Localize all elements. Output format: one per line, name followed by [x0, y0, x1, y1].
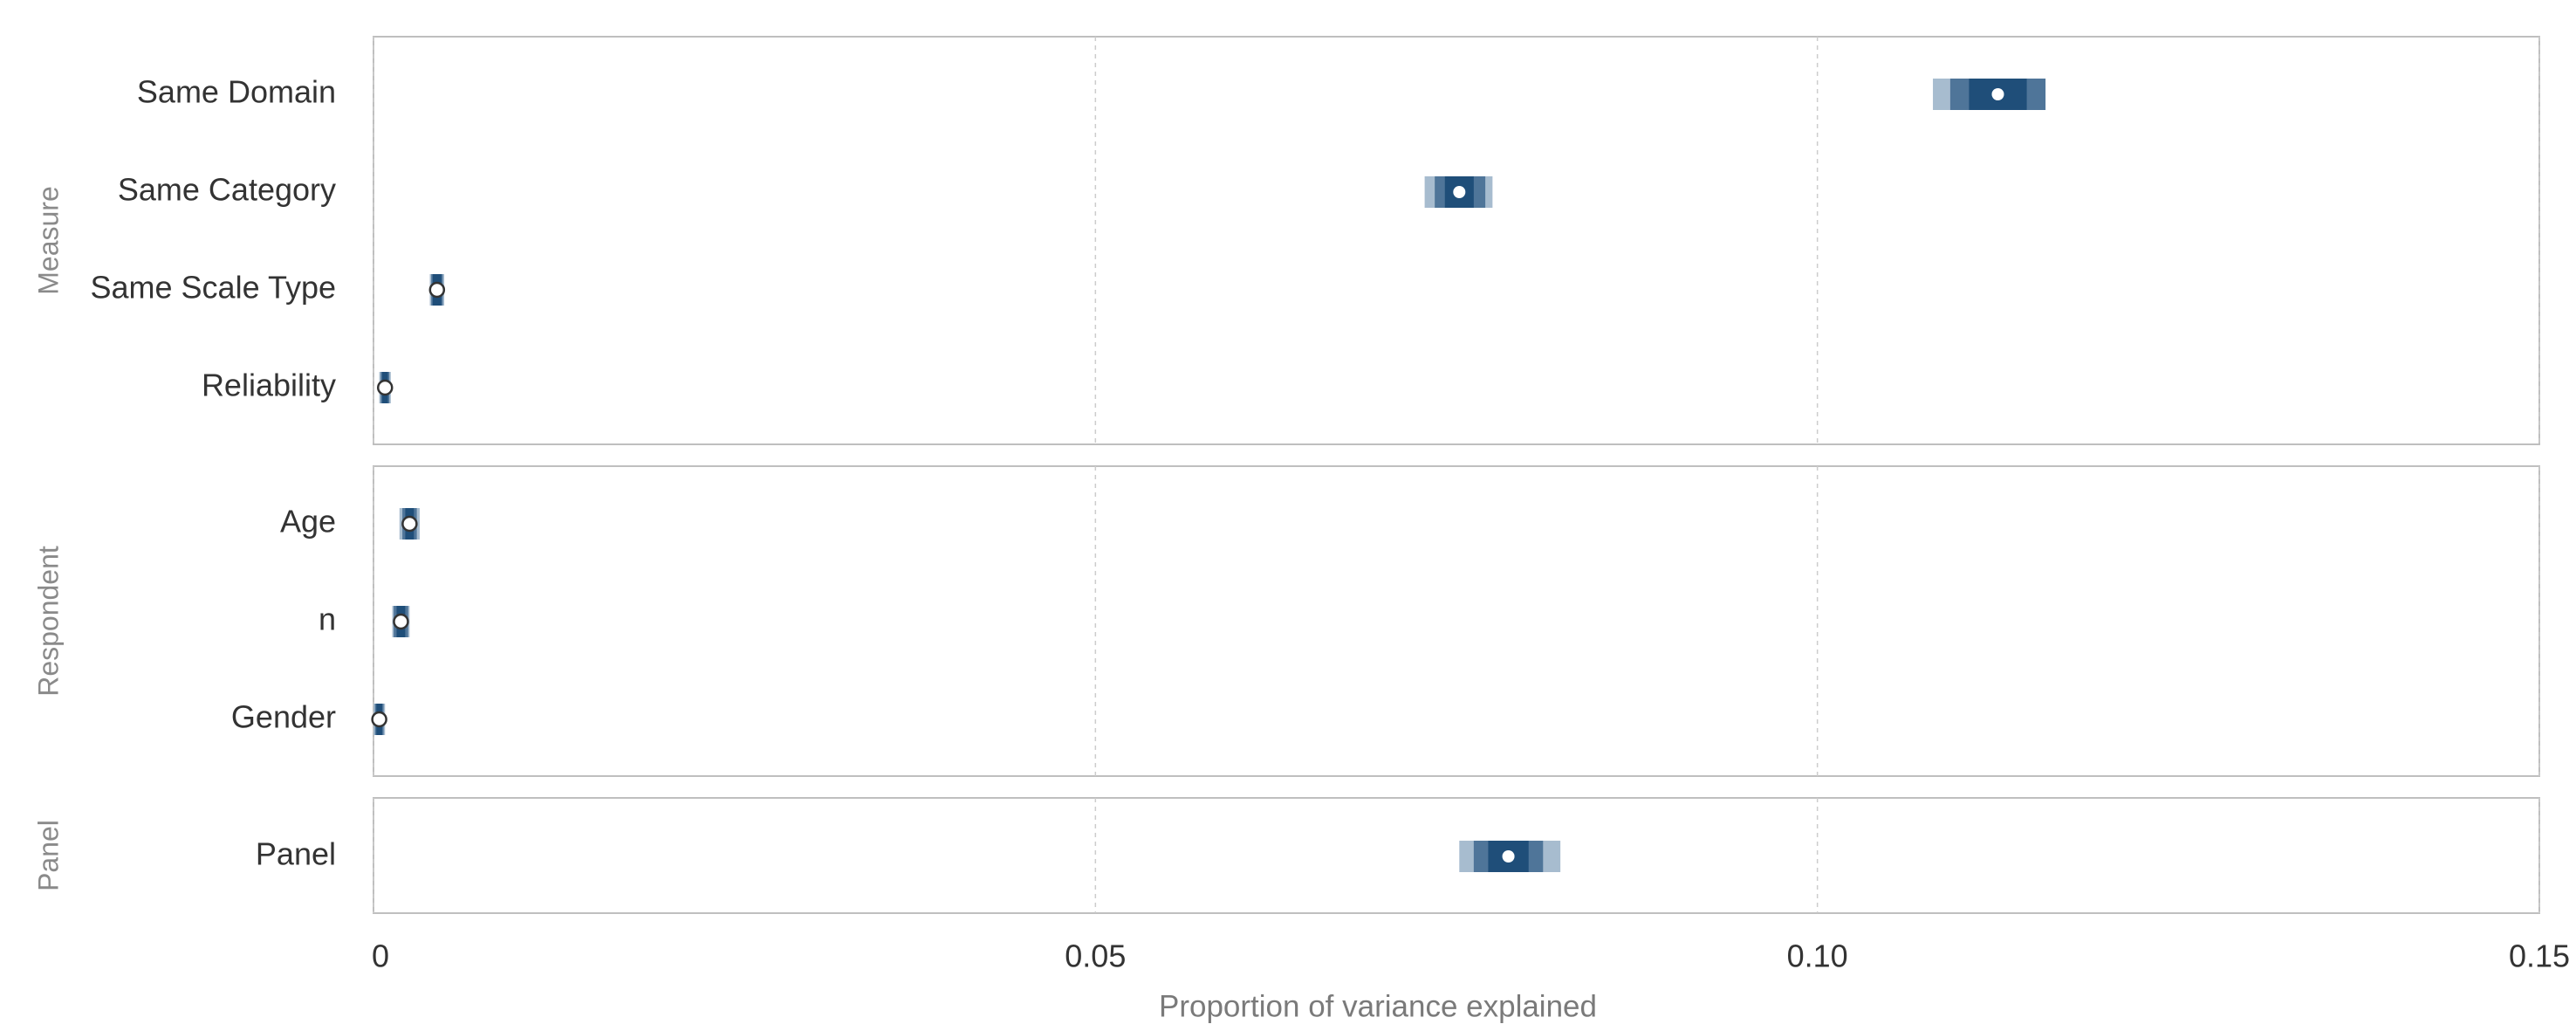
x-tick-label: 0: [372, 938, 389, 974]
row-label: Panel: [256, 836, 336, 872]
median-point: [1502, 850, 1515, 863]
row-label: n: [319, 601, 336, 637]
row-label: Same Scale Type: [91, 270, 337, 306]
median-point: [371, 711, 387, 728]
x-tick-label: 0.05: [1065, 938, 1126, 974]
median-point: [393, 613, 409, 630]
row-label: Age: [280, 504, 336, 540]
row-label: Same Category: [118, 172, 336, 208]
facet-label: Panel: [32, 820, 64, 891]
panel-frame: [373, 797, 2540, 914]
panel-frame: [373, 36, 2540, 445]
median-point: [401, 515, 418, 533]
row-label: Reliability: [202, 368, 336, 403]
x-axis-title: Proportion of variance explained: [1159, 989, 1597, 1023]
x-tick-label: 0.15: [2509, 938, 2570, 974]
row-label: Same Domain: [137, 74, 336, 110]
x-tick-label: 0.10: [1787, 938, 1848, 974]
median-point: [1991, 88, 2004, 100]
median-point: [376, 379, 394, 396]
panel-frame: [373, 465, 2540, 777]
median-point: [1453, 186, 1466, 198]
median-point: [428, 281, 446, 299]
facet-label: Measure: [32, 186, 64, 295]
facet-label: Respondent: [32, 546, 64, 697]
row-label: Gender: [231, 699, 336, 735]
